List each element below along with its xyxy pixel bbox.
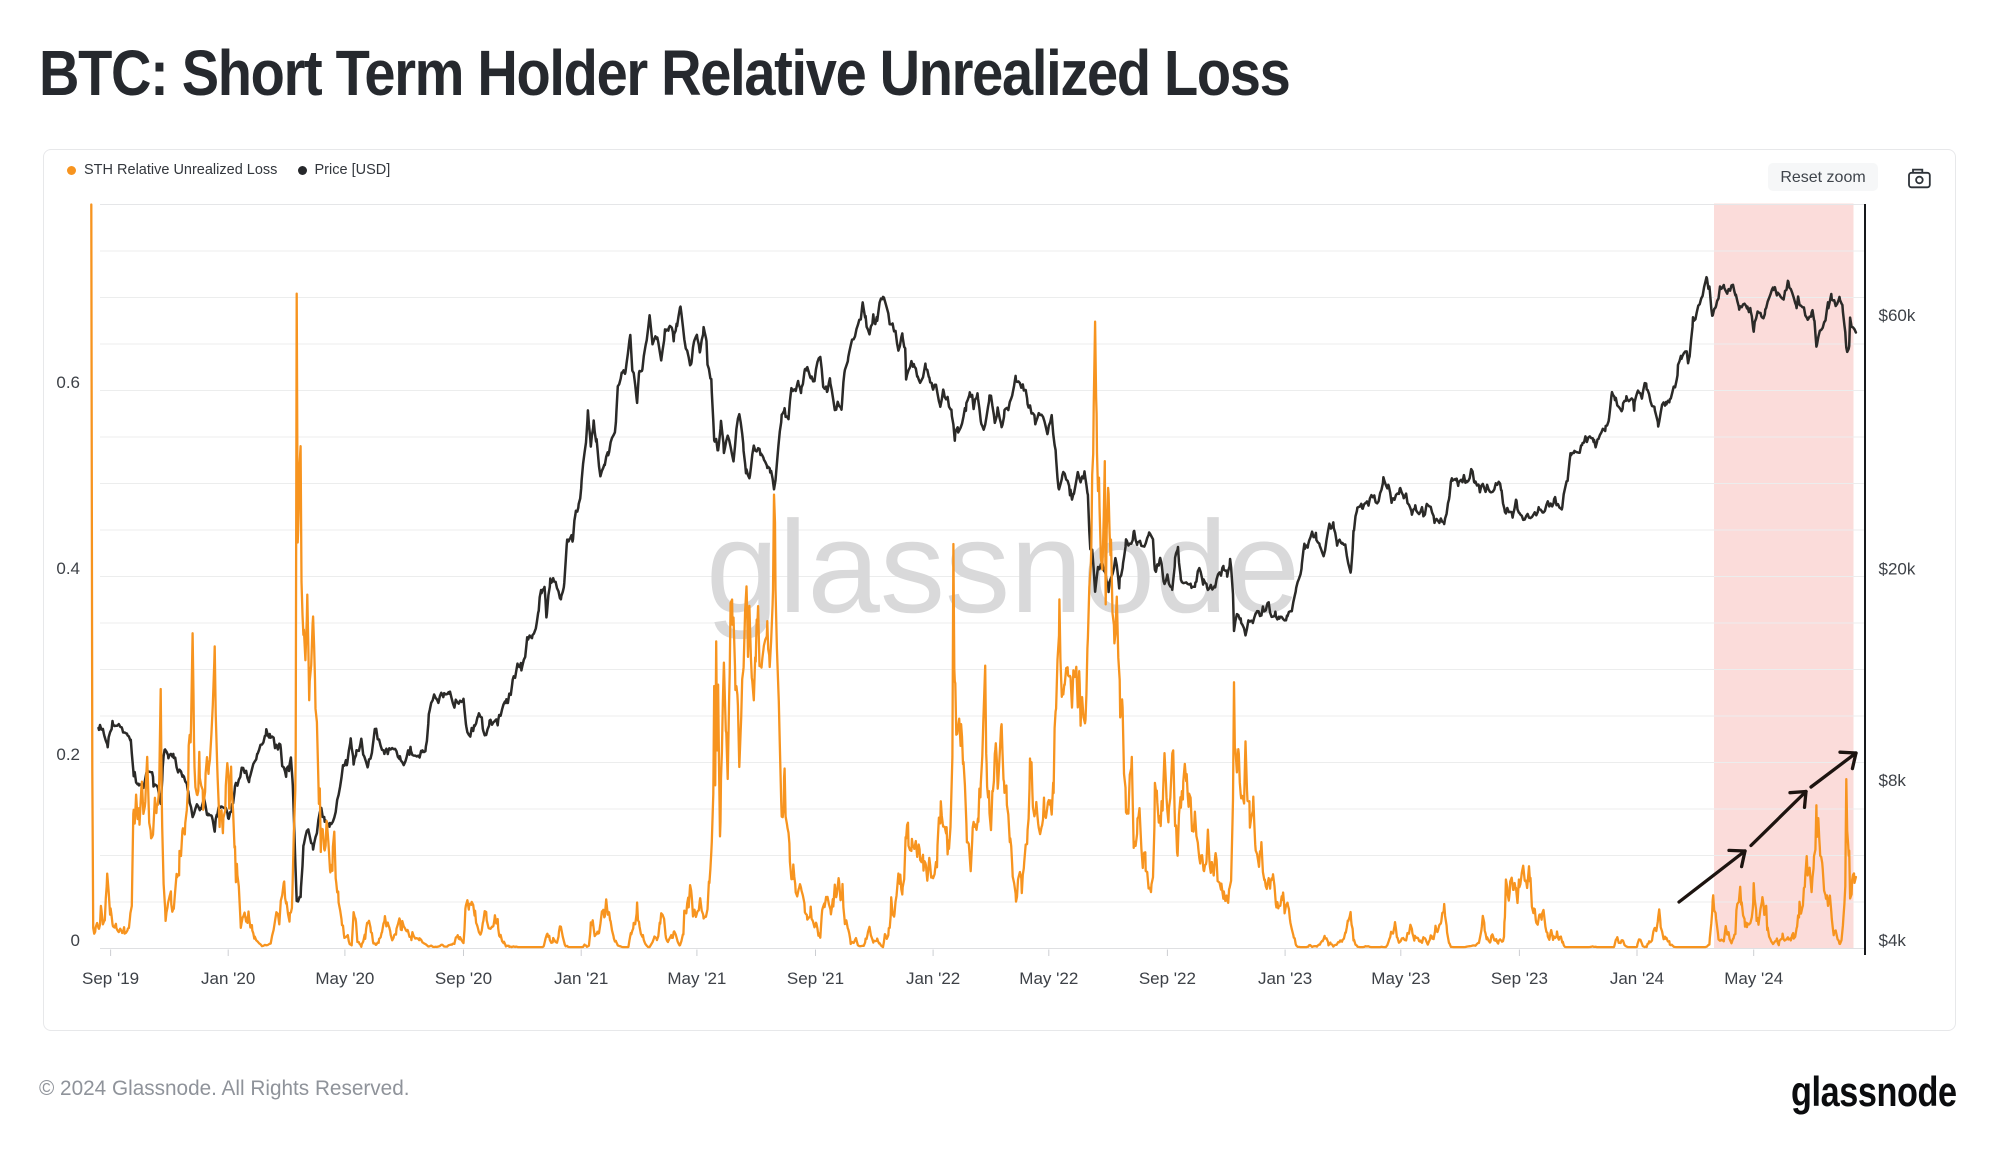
- svg-text:Sep '20: Sep '20: [435, 969, 492, 988]
- svg-text:$60k: $60k: [1879, 306, 1916, 325]
- svg-text:$8k: $8k: [1879, 771, 1907, 790]
- svg-text:0.2: 0.2: [56, 745, 80, 764]
- svg-text:Sep '21: Sep '21: [787, 969, 844, 988]
- svg-text:0: 0: [71, 931, 80, 950]
- svg-text:May '22: May '22: [1019, 969, 1078, 988]
- svg-text:Jan '20: Jan '20: [201, 969, 255, 988]
- svg-text:Jan '24: Jan '24: [1610, 969, 1664, 988]
- svg-text:Sep '19: Sep '19: [82, 969, 139, 988]
- svg-text:$4k: $4k: [1879, 931, 1907, 950]
- svg-text:0.4: 0.4: [56, 559, 80, 578]
- svg-text:glassnode: glassnode: [706, 493, 1300, 640]
- svg-text:Jan '23: Jan '23: [1258, 969, 1312, 988]
- svg-text:May '21: May '21: [667, 969, 726, 988]
- svg-text:May '24: May '24: [1724, 969, 1783, 988]
- svg-text:Jan '21: Jan '21: [554, 969, 608, 988]
- svg-text:Sep '23: Sep '23: [1491, 969, 1548, 988]
- svg-text:0.6: 0.6: [56, 373, 80, 392]
- svg-text:Jan '22: Jan '22: [906, 969, 960, 988]
- svg-text:May '23: May '23: [1371, 969, 1430, 988]
- svg-text:May '20: May '20: [315, 969, 374, 988]
- svg-text:$20k: $20k: [1879, 560, 1916, 579]
- svg-text:Sep '22: Sep '22: [1139, 969, 1196, 988]
